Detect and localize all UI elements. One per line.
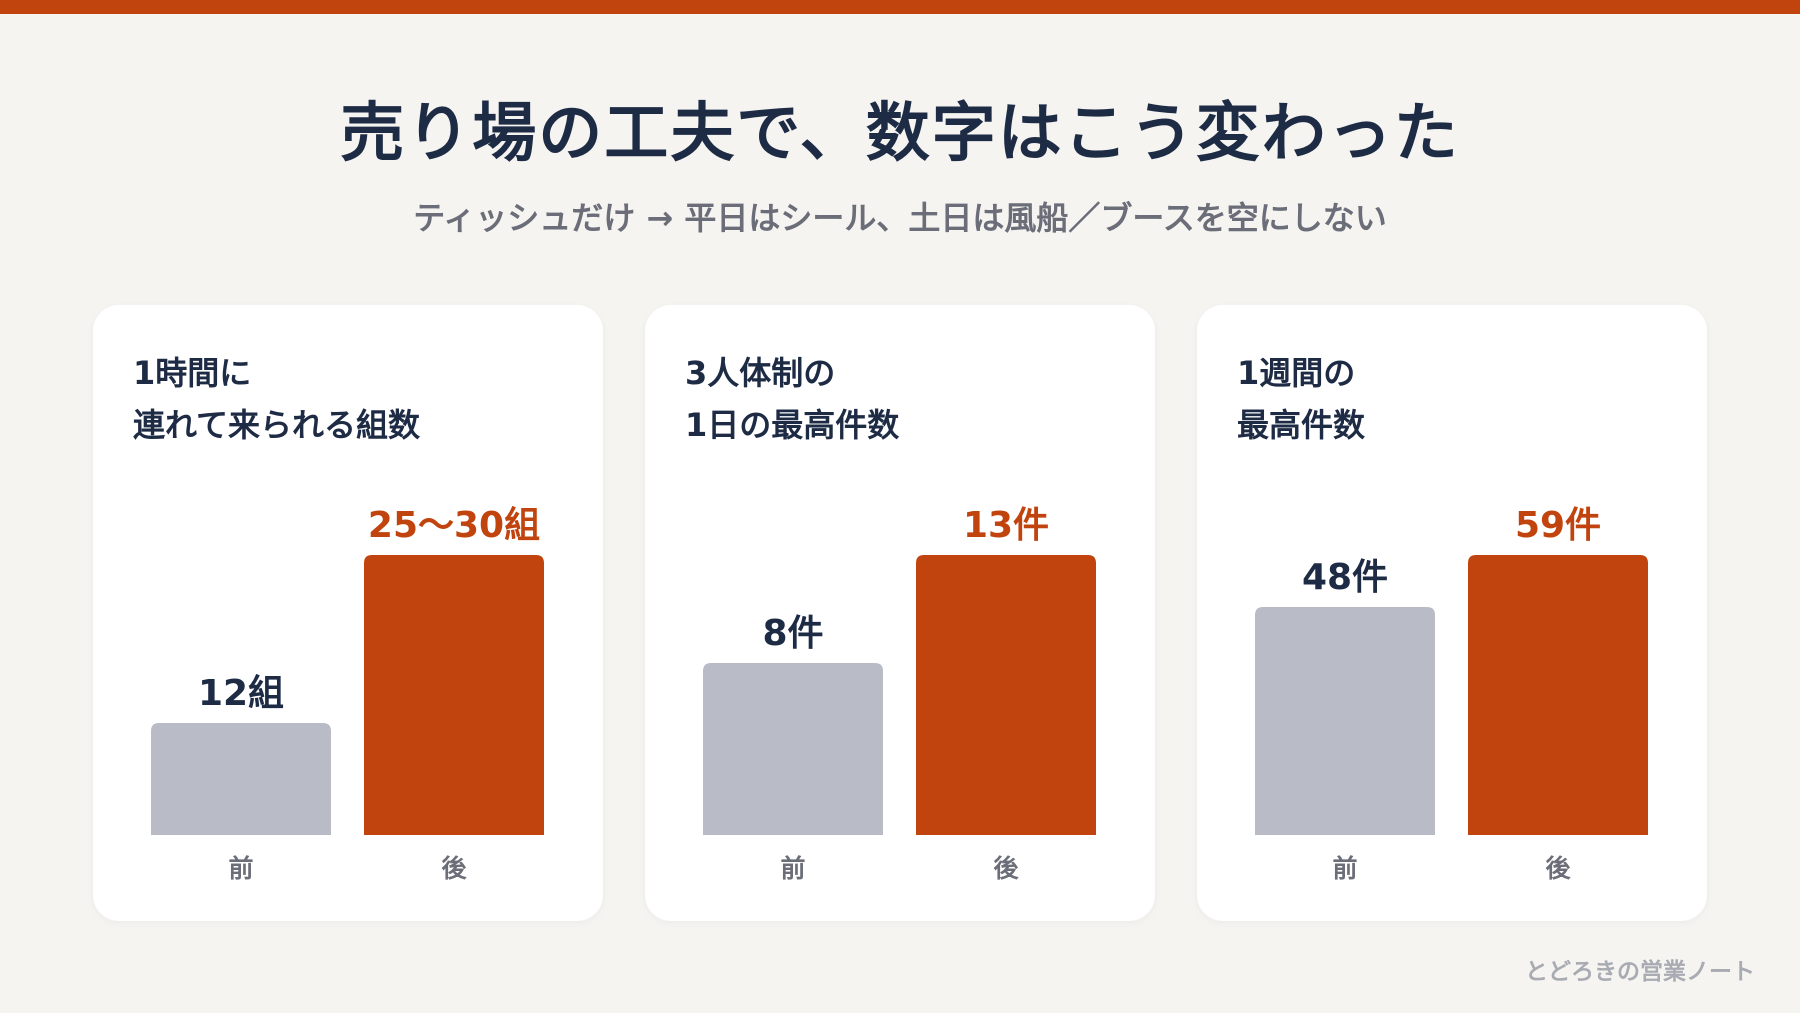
chart-title-line-1: 1時間に: [133, 354, 252, 392]
bar-after: [916, 555, 1096, 835]
chart-title: 1時間に 連れて来られる組数: [133, 347, 420, 451]
bar-value-label: 25〜30組: [368, 505, 540, 546]
category-label: 前: [228, 854, 253, 883]
chart-title: 1週間の 最高件数: [1237, 347, 1365, 451]
chart-title-line-1: 3人体制の: [685, 354, 836, 392]
chart-card-weekly-max: 1週間の 最高件数 48件前 59件後: [1197, 305, 1707, 921]
chart-title-line-1: 1週間の: [1237, 354, 1356, 392]
page-title: 売り場の工夫で、数字はこう変わった: [340, 97, 1460, 171]
chart-title: 3人体制の 1日の最高件数: [685, 347, 899, 451]
bar-before: [1255, 607, 1435, 835]
bar-value-label: 59件: [1515, 505, 1601, 546]
category-label: 後: [441, 854, 467, 883]
category-label: 後: [993, 854, 1019, 883]
chart-card-daily-max: 3人体制の 1日の最高件数 8件前 13件後: [645, 305, 1155, 921]
chart-title-line-2: 最高件数: [1237, 406, 1366, 444]
page-subtitle: ティッシュだけ → 平日はシール、土日は風船／ブースを空にしない: [413, 199, 1387, 237]
bar-before: [703, 663, 883, 835]
category-label: 後: [1545, 854, 1571, 883]
chart-title-line-2: 連れて来られる組数: [133, 406, 421, 444]
bar-value-label: 8件: [762, 613, 823, 654]
bar-before: [151, 723, 331, 835]
bar-after: [364, 555, 544, 835]
bar-value-label: 13件: [963, 505, 1049, 546]
bar-after: [1468, 555, 1648, 835]
category-label: 前: [1332, 854, 1357, 883]
chart-title-line-2: 1日の最高件数: [685, 406, 900, 444]
footer-brand: とどろきの営業ノート: [1525, 959, 1755, 985]
bar-value-label: 12組: [198, 673, 284, 714]
bar-value-label: 48件: [1302, 557, 1388, 598]
chart-card-hourly-groups: 1時間に 連れて来られる組数 12組前 25〜30組後: [93, 305, 603, 921]
category-label: 前: [780, 854, 805, 883]
top-accent-bar: [0, 0, 1800, 14]
